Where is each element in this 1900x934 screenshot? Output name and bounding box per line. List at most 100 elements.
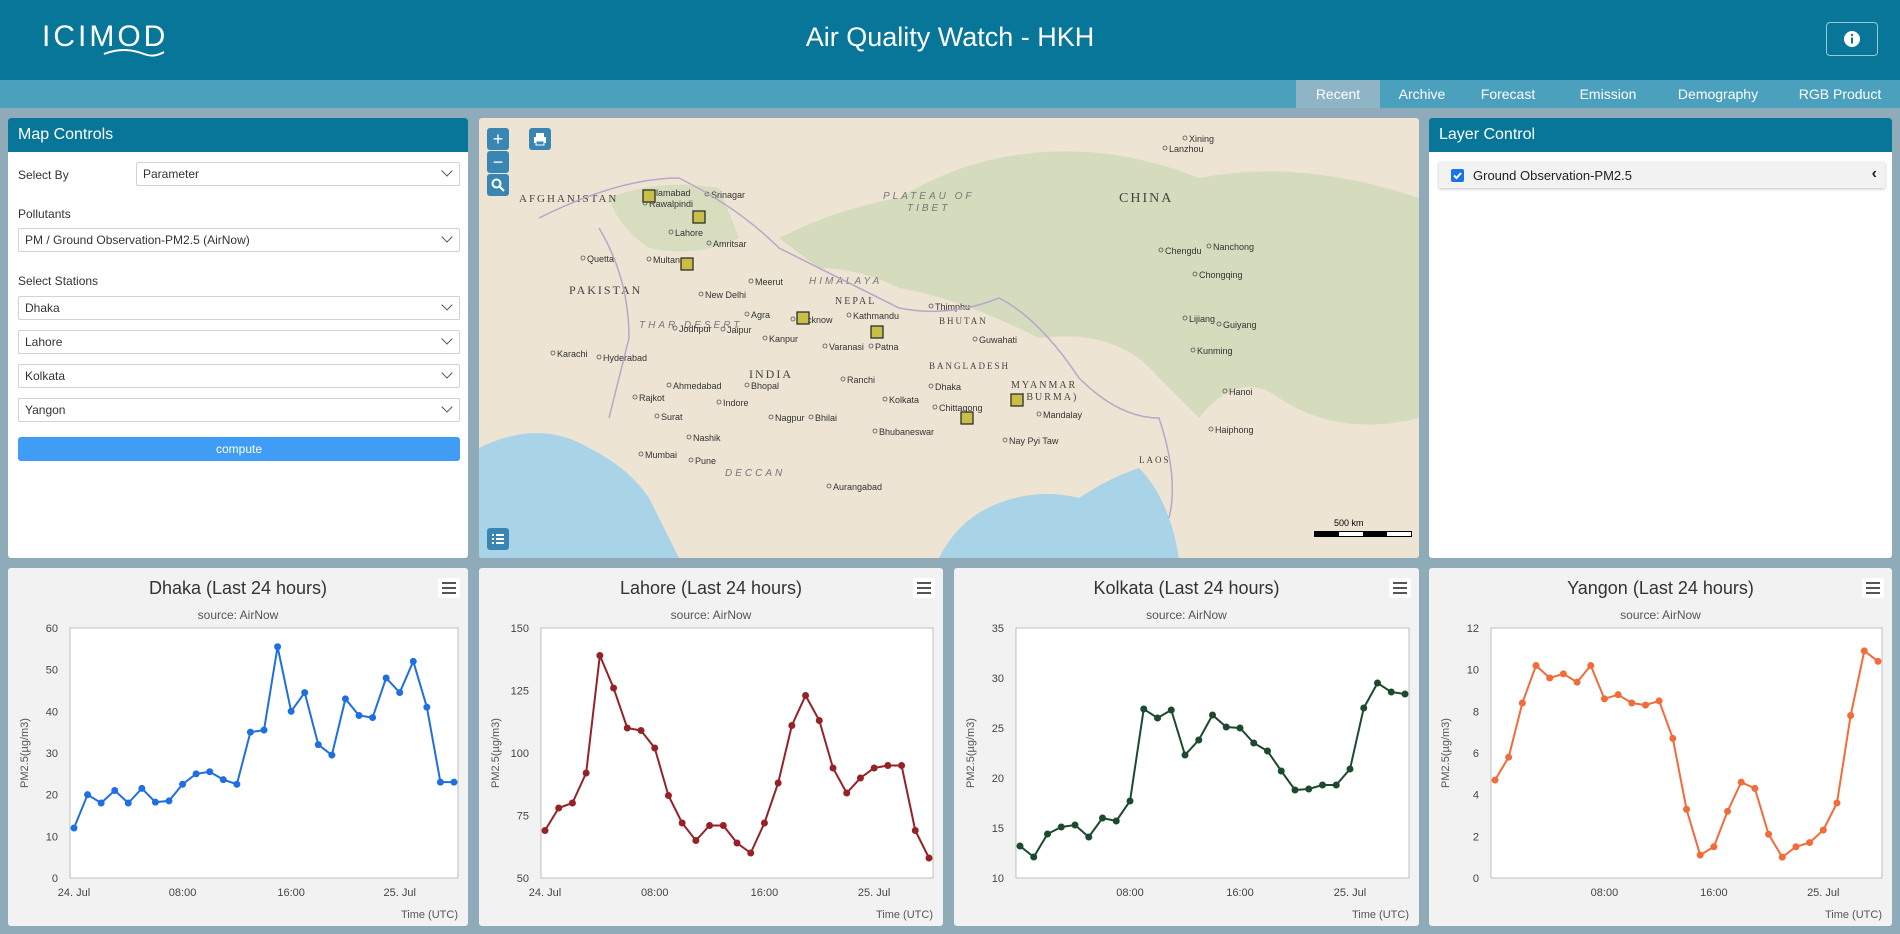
data-point[interactable] [1085,833,1093,841]
data-point[interactable] [355,712,363,719]
tab-rgb-product[interactable]: RGB Product [1798,86,1882,102]
data-point[interactable] [1360,704,1368,712]
collapse-icon[interactable]: ‹ [1871,165,1877,182]
data-point[interactable] [1250,739,1258,747]
data-point[interactable] [1016,842,1024,850]
data-point[interactable] [1346,765,1354,773]
data-point[interactable] [1559,670,1567,678]
data-point[interactable] [1532,662,1540,669]
data-point[interactable] [124,799,132,807]
chart-menu-button[interactable] [1862,578,1884,598]
data-point[interactable] [328,751,336,759]
data-point[interactable] [1860,647,1868,655]
data-point[interactable] [788,722,796,729]
data-point[interactable] [1600,695,1608,703]
search-button[interactable] [487,174,509,196]
data-point[interactable] [719,822,727,829]
data-point[interactable] [1546,674,1554,682]
data-point[interactable] [192,770,200,778]
data-point[interactable] [1683,805,1690,813]
data-point[interactable] [1154,714,1161,722]
data-point[interactable] [84,791,92,799]
data-point[interactable] [774,779,782,787]
data-point[interactable] [829,764,837,772]
data-point[interactable] [1724,807,1732,815]
data-point[interactable] [1641,701,1649,709]
data-point[interactable] [610,684,618,692]
data-point[interactable] [409,657,417,665]
data-point[interactable] [747,849,755,857]
data-point[interactable] [287,707,295,715]
data-point[interactable] [637,727,645,734]
data-point[interactable] [623,724,631,732]
station-dropdown-kolkata[interactable]: Kolkata [18,364,460,388]
data-point[interactable] [70,824,78,832]
data-point[interactable] [1222,723,1230,731]
station-marker[interactable] [642,189,656,203]
data-point[interactable] [1305,785,1313,793]
tab-archive[interactable]: Archive [1398,86,1446,102]
tab-emission[interactable]: Emission [1579,86,1637,102]
station-marker[interactable] [960,411,974,425]
data-point[interactable] [1696,851,1704,859]
data-point[interactable] [664,792,672,799]
data-point[interactable] [1573,678,1581,686]
station-marker[interactable] [680,257,694,271]
data-point[interactable] [219,776,227,784]
data-point[interactable] [856,774,864,782]
data-point[interactable] [1181,751,1189,759]
data-point[interactable] [1737,778,1745,786]
legend-button[interactable] [487,528,509,550]
data-point[interactable] [651,744,659,752]
basemap[interactable]: AFGHANISTAN PAKISTAN INDIA CHINA NEPAL BHUTAN… [479,118,1419,558]
data-point[interactable] [706,822,714,829]
data-point[interactable] [314,741,322,749]
icimod-logo[interactable]: ICIMOD [42,14,202,62]
station-dropdown-lahore[interactable]: Lahore [18,330,460,354]
pollutants-dropdown[interactable]: PM / Ground Observation-PM2.5 (AirNow) [18,228,460,252]
station-dropdown-dhaka[interactable]: Dhaka [18,296,460,320]
data-point[interactable] [1140,705,1148,713]
info-button[interactable] [1826,22,1878,56]
station-marker[interactable] [796,311,810,325]
data-point[interactable] [1387,688,1395,696]
data-point[interactable] [1819,826,1827,834]
station-dropdown-yangon[interactable]: Yangon [18,398,460,422]
data-point[interactable] [802,692,810,699]
data-point[interactable] [206,768,214,776]
data-point[interactable] [1874,657,1882,665]
station-marker[interactable] [692,210,706,224]
data-point[interactable] [541,827,549,834]
data-point[interactable] [382,674,390,682]
data-point[interactable] [925,854,933,862]
data-point[interactable] [1778,853,1786,861]
data-point[interactable] [1614,691,1622,699]
data-point[interactable] [1847,712,1855,719]
station-marker[interactable] [870,325,884,339]
data-point[interactable] [815,717,823,724]
data-point[interactable] [423,703,431,711]
tab-forecast[interactable]: Forecast [1480,86,1536,102]
chart-menu-button[interactable] [438,578,460,598]
data-point[interactable] [1669,734,1677,742]
data-point[interactable] [1792,843,1800,851]
zoom-in-button[interactable]: + [487,128,509,150]
layer-checkbox[interactable] [1451,169,1464,182]
data-point[interactable] [1167,706,1175,714]
data-point[interactable] [151,798,159,806]
data-point[interactable] [396,689,404,697]
data-point[interactable] [97,799,105,807]
data-point[interactable] [1099,814,1106,822]
data-point[interactable] [1264,747,1271,755]
data-point[interactable] [1374,679,1381,687]
data-point[interactable] [1505,753,1513,761]
zoom-out-button[interactable]: − [487,151,509,173]
select-by-dropdown[interactable]: Parameter [136,162,460,186]
data-point[interactable] [568,799,576,807]
data-point[interactable] [1655,697,1663,705]
data-point[interactable] [1401,690,1409,698]
data-point[interactable] [898,762,906,769]
station-marker[interactable] [1010,393,1024,407]
data-point[interactable] [1710,843,1718,851]
data-point[interactable] [1209,711,1216,719]
